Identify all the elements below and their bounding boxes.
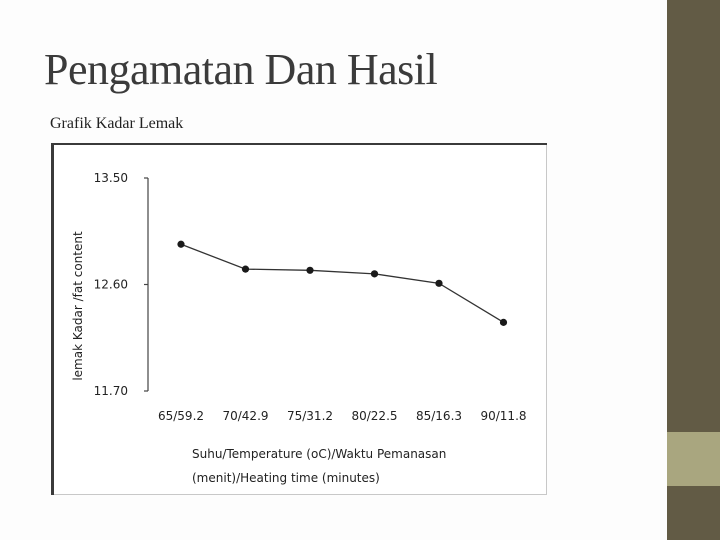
x-axis-tick-labels: 65/59.2 70/42.9 75/31.2 80/22.5 85/16.3 90/11… [158,409,527,423]
chart-frame: 13.50 12.60 11.70 65/59.2 70/42.9 75/31.2 80/… [51,143,547,495]
x-tick-label: 90/11.8 [480,409,526,423]
data-point [177,240,185,248]
slide-subtitle: Grafik Kadar Lemak [50,115,184,132]
chart-inner-top-edge [51,143,547,145]
y-axis-title: lemak Kadar /fat content [71,231,85,381]
line-chart: 13.50 12.60 11.70 65/59.2 70/42.9 75/31.2 80/… [71,171,527,485]
x-tick-label: 65/59.2 [158,409,204,423]
y-tick-label: 13.50 [94,171,128,185]
x-axis-title-line2: (menit)/Heating time (minutes) [192,471,380,485]
chart-inner-left-edge [51,143,54,495]
data-point [499,318,508,326]
side-decoration-accent [667,432,720,486]
y-axis-ticks: 13.50 12.60 11.70 [94,171,148,398]
data-point [435,279,443,287]
data-point [370,270,379,278]
series-layer [177,240,508,326]
x-tick-label: 85/16.3 [416,409,462,423]
series-line [180,243,504,323]
data-point [241,265,250,273]
slide-title: Pengamatan Dan Hasil [44,45,438,94]
data-point [306,266,314,274]
x-tick-label: 70/42.9 [222,409,268,423]
x-tick-label: 80/22.5 [351,409,397,423]
y-tick-label: 12.60 [94,278,128,292]
x-axis-title-line1: Suhu/Temperature (oC)/Waktu Pemanasan [192,447,446,461]
x-tick-label: 75/31.2 [287,409,333,423]
y-tick-label: 11.70 [94,384,128,398]
